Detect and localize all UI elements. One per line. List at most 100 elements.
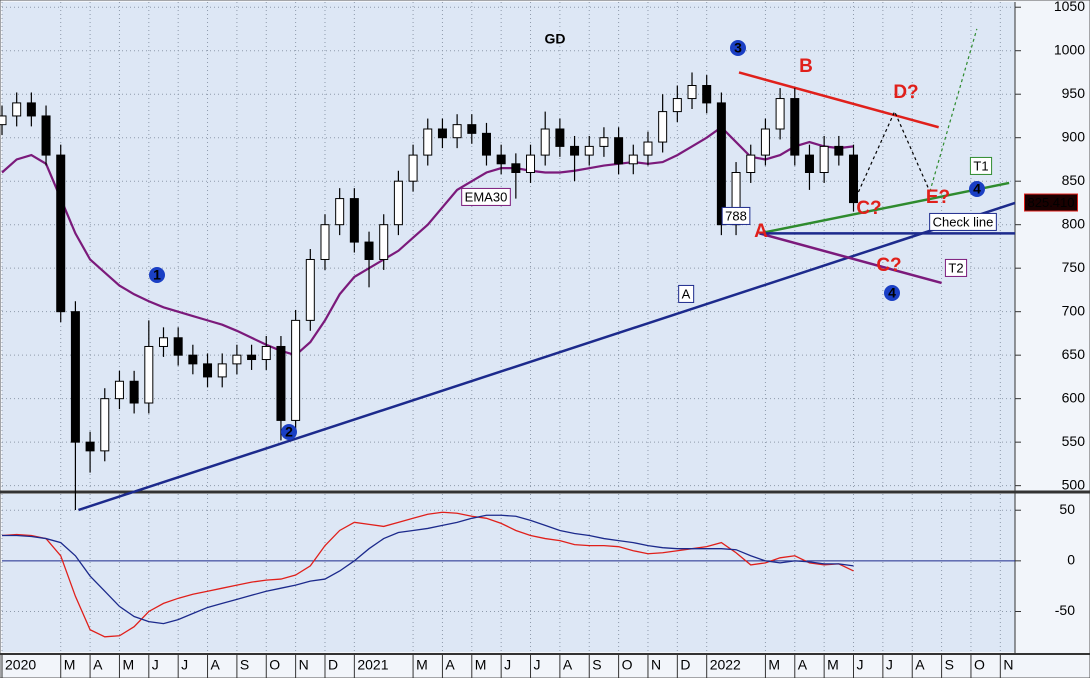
candle-body: [790, 98, 800, 156]
candle-body: [85, 441, 95, 452]
candle-body: [716, 102, 726, 226]
candle-body: [203, 363, 213, 378]
trendline: [929, 28, 978, 192]
y-tick-label: 900: [1062, 128, 1086, 144]
wave-marker: [730, 40, 746, 56]
x-tick-label: 2021: [357, 657, 388, 673]
y-tick-label: 700: [1062, 302, 1086, 318]
annotation: C?: [876, 255, 901, 276]
last-price-label-box: [1024, 193, 1078, 212]
y-tick-label: 600: [1062, 389, 1086, 405]
x-tick-label: A: [211, 657, 221, 673]
x-tick-label: N: [1003, 657, 1013, 673]
annotation-box: [721, 206, 751, 225]
candle-body: [834, 145, 844, 156]
y-tick-label: 950: [1062, 85, 1086, 101]
trendline: [759, 181, 1010, 235]
candle-body: [437, 128, 447, 139]
candle-body: [70, 311, 80, 443]
annotation: 788: [725, 208, 747, 223]
candle-body: [540, 128, 550, 156]
candle-body: [247, 354, 257, 361]
x-tick-label: M: [768, 657, 780, 673]
wave-marker: [884, 285, 900, 301]
x-tick-label: A: [563, 657, 573, 673]
candle-body: [364, 241, 374, 260]
chart-title: GD: [545, 31, 566, 47]
price-panel: [2, 2, 1015, 490]
trendline: [738, 71, 939, 129]
x-tick-label: M: [475, 657, 487, 673]
candle-body: [144, 345, 154, 404]
trendline: [759, 232, 942, 285]
x-tick-label: O: [622, 657, 633, 673]
candle-body: [379, 224, 389, 260]
candle-body: [349, 198, 359, 243]
candle-body: [56, 154, 66, 313]
candle-body: [335, 198, 345, 226]
candle-body: [481, 132, 491, 156]
candle-body: [158, 337, 168, 347]
trendline: [77, 201, 1016, 512]
candle-body: [658, 111, 668, 143]
wave-marker: [281, 424, 297, 440]
x-tick-label: M: [827, 657, 839, 673]
candle-body: [0, 115, 7, 126]
wave-number: 1: [153, 267, 161, 283]
x-tick-label: A: [445, 657, 455, 673]
candle-body: [276, 345, 286, 421]
candle-body: [129, 380, 139, 404]
candle-body: [687, 85, 697, 100]
indicator-line: [1, 511, 854, 638]
wave-marker: [969, 181, 985, 197]
candle-body: [496, 154, 506, 165]
y-tick-label: 1000: [1054, 41, 1085, 57]
candle-body: [173, 337, 183, 356]
candle-body: [12, 102, 22, 117]
candle-body: [26, 102, 36, 117]
x-tick-label: S: [240, 657, 249, 673]
y-tick-label: 850: [1062, 172, 1086, 188]
x-tick-label: J: [181, 657, 188, 673]
x-tick-label: A: [798, 657, 808, 673]
candle-body: [804, 154, 814, 173]
candle-body: [232, 354, 242, 365]
candle-body: [570, 145, 580, 156]
trendline-label-box: [944, 258, 968, 277]
candle-body: [599, 137, 609, 147]
candle-body: [819, 145, 829, 173]
candle-body: [746, 154, 756, 173]
x-tick-label: J: [152, 657, 159, 673]
last-price-label: 825.410: [1028, 195, 1075, 210]
series-label-box: [461, 187, 511, 206]
candle-body: [393, 180, 403, 226]
candle-body: [217, 363, 227, 378]
trendline-label: T1: [973, 158, 988, 173]
indicator-line: [2, 514, 854, 625]
x-tick-label: S: [945, 657, 954, 673]
x-tick-label: A: [93, 657, 103, 673]
y-tick-label: 650: [1062, 346, 1086, 362]
candle-body: [849, 154, 859, 204]
x-tick-label: J: [534, 657, 541, 673]
wave-marker: [149, 267, 165, 283]
y-tick-label: 750: [1062, 259, 1086, 275]
candle-body: [188, 354, 198, 365]
annotation: C?: [856, 198, 881, 219]
candle-body: [408, 154, 418, 182]
candle-body: [526, 154, 536, 173]
candle-body: [291, 319, 301, 421]
candle-body: [775, 98, 785, 130]
y-tick-label: 500: [1062, 476, 1086, 492]
trendline-label: Check line: [933, 214, 994, 229]
candle-body: [100, 398, 110, 452]
x-tick-label: 2022: [710, 657, 741, 673]
candle-body: [261, 345, 271, 361]
x-tick-label: A: [915, 657, 925, 673]
trendline-label-box: [969, 156, 993, 175]
x-tick-label: O: [269, 657, 280, 673]
candle-body: [305, 258, 315, 321]
candle-body: [114, 380, 124, 400]
annotation: B: [799, 56, 813, 77]
x-tick-label: M: [122, 657, 134, 673]
